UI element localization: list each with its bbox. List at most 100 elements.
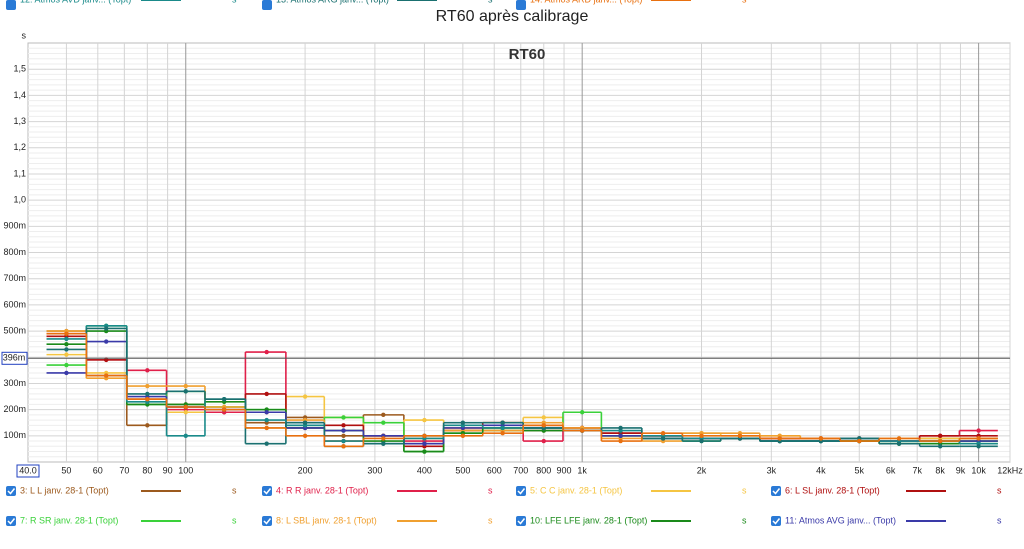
point — [857, 438, 862, 444]
checkmark — [7, 488, 16, 495]
legend-checkbox[interactable] — [6, 0, 16, 10]
point — [145, 391, 150, 397]
point — [64, 347, 69, 352]
legend-item[interactable]: 5: C C janv. 28-1 (Topt) s — [516, 485, 747, 496]
point — [104, 326, 109, 331]
checkmark — [517, 488, 526, 495]
cursor-x-label: 40.0 — [19, 465, 37, 475]
y-tick-label: 300m — [3, 378, 26, 388]
legend-item[interactable]: 4: R R janv. 28-1 (Topt) s — [262, 485, 493, 496]
point — [183, 433, 188, 439]
point — [541, 415, 546, 420]
legend-item[interactable]: 12: Atmos AVD janv... (Topt) s — [6, 0, 237, 10]
point — [422, 417, 427, 423]
point — [104, 373, 109, 378]
legend-label: 12: Atmos AVD janv... (Topt) — [20, 0, 131, 4]
checkmark — [772, 488, 781, 495]
x-tick-label: 1k — [577, 465, 587, 475]
x-tick-label: 90 — [163, 465, 173, 475]
point — [104, 339, 109, 344]
y-tick-label: 1,4 — [13, 90, 26, 100]
legend-checkbox[interactable] — [516, 0, 526, 10]
point — [737, 433, 743, 439]
legend-item[interactable]: 11: Atmos AVG janv... (Topt) s — [771, 515, 1002, 526]
point — [699, 438, 704, 444]
y-tick-label: 1,3 — [13, 116, 26, 126]
point — [64, 341, 69, 347]
legend-unit: s — [742, 485, 747, 495]
x-tick-label: 500 — [455, 465, 470, 475]
point — [341, 438, 346, 444]
point — [341, 433, 346, 439]
legend-unit: s — [232, 485, 237, 495]
legend-label: 4: R R janv. 28-1 (Topt) — [276, 485, 368, 495]
point — [64, 331, 69, 336]
point — [460, 420, 466, 425]
legend-checkbox[interactable] — [516, 516, 526, 526]
legend-checkbox[interactable] — [516, 486, 526, 496]
point — [618, 438, 623, 444]
legend-checkbox[interactable] — [6, 486, 16, 496]
point — [183, 383, 188, 389]
point — [145, 423, 150, 428]
legend-checkbox[interactable] — [262, 0, 272, 10]
point — [618, 433, 623, 439]
point — [937, 444, 943, 449]
legend-label: 10: LFE LFE janv. 28-1 (Topt) — [530, 515, 647, 525]
legend-label: 13: Atmos ARG janv... (Topt) — [276, 0, 389, 4]
legend-item[interactable]: 8: L SBL janv. 28-1 (Topt) s — [262, 515, 493, 526]
point — [699, 433, 704, 439]
point — [500, 420, 505, 425]
x-tick-label: 6k — [886, 465, 896, 475]
checkmark — [263, 488, 272, 495]
point — [818, 436, 824, 441]
point — [422, 449, 427, 454]
y-tick-label: 900m — [3, 221, 26, 231]
legend-label: 8: L SBL janv. 28-1 (Topt) — [276, 515, 377, 525]
legend-checkbox[interactable] — [771, 486, 781, 496]
legend-checkbox[interactable] — [6, 516, 16, 526]
legend-checkbox[interactable] — [262, 486, 272, 496]
x-tick-label: 60 — [93, 465, 103, 475]
legend-item[interactable]: 10: LFE LFE janv. 28-1 (Topt) s — [516, 515, 747, 526]
point — [618, 425, 623, 431]
point — [976, 428, 981, 433]
x-tick-label: 10k — [971, 465, 986, 475]
x-tick-label: 9k — [956, 465, 966, 475]
point — [937, 433, 943, 439]
point — [183, 410, 188, 415]
point — [896, 436, 902, 441]
point — [579, 428, 585, 433]
legend-item[interactable]: 7: R SR janv. 28-1 (Topt) s — [6, 515, 237, 526]
x-tick-label: 700 — [513, 465, 528, 475]
x-tick-label: 4k — [816, 465, 826, 475]
legend-checkbox[interactable] — [262, 516, 272, 526]
legend-checkbox[interactable] — [771, 516, 781, 526]
legend-unit: s — [488, 0, 493, 4]
y-tick-label: 200m — [3, 404, 26, 414]
point — [500, 425, 505, 431]
point — [145, 396, 150, 402]
x-tick-label: 8k — [935, 465, 945, 475]
legend-unit: s — [232, 515, 237, 525]
point — [422, 433, 427, 439]
legend-item[interactable]: 3: L L janv. 28-1 (Topt) s — [6, 485, 237, 496]
legend-item[interactable]: 6: L SL janv. 28-1 (Topt) s — [771, 485, 1002, 496]
x-tick-label: 2k — [697, 465, 707, 475]
legend-item[interactable]: 14: Atmos ARD janv... (Topt) s — [516, 0, 747, 10]
point — [183, 389, 188, 394]
point — [264, 425, 269, 431]
legend-item[interactable]: 13: Atmos ARG janv... (Topt) s — [262, 0, 493, 10]
point — [264, 441, 269, 446]
x-tick-label: 80 — [142, 465, 152, 475]
point — [341, 444, 346, 449]
y-tick-label: 1,0 — [13, 195, 26, 205]
point — [145, 368, 150, 373]
point — [976, 444, 981, 449]
point — [302, 433, 308, 439]
y-tick-label: 1,2 — [13, 142, 26, 152]
checkmark — [263, 518, 272, 525]
point — [896, 441, 902, 446]
point — [541, 423, 546, 428]
